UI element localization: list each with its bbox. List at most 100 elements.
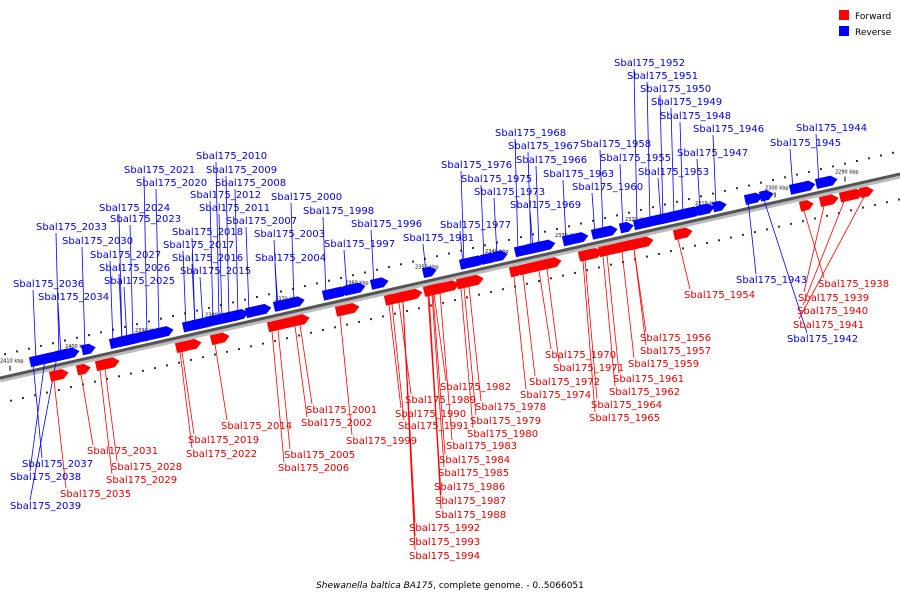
label-leader	[493, 197, 498, 258]
gene-label-reverse: Sbal175_2000	[271, 192, 342, 203]
track-dot	[748, 184, 750, 187]
track-dot	[886, 201, 888, 204]
gene-label-reverse: Sbal175_1947	[677, 148, 748, 159]
gene-label-reverse: Sbal175_1966	[516, 155, 587, 166]
track-dot	[370, 318, 372, 321]
gene-label-forward: Sbal175_1962	[609, 387, 680, 398]
tick-label: 2410 kbp	[0, 359, 24, 365]
gene-label-reverse: Sbal175_1946	[693, 124, 764, 135]
gene-label-forward: Sbal175_1984	[439, 455, 510, 466]
track-dot	[604, 217, 606, 220]
track-dot	[718, 239, 720, 242]
tick-label: 2400 kbp	[65, 344, 89, 350]
track-dot	[778, 225, 780, 228]
track-dot	[826, 214, 828, 217]
track-dot	[64, 339, 66, 342]
gene-label-reverse: Sbal175_1952	[614, 58, 685, 69]
track-dot	[772, 179, 774, 181]
track-dot	[520, 236, 522, 239]
label-leader	[391, 304, 405, 421]
label-leader	[370, 229, 375, 285]
caption-rest: , complete genome. - 0..5066051	[433, 581, 584, 591]
track-dot	[22, 397, 24, 399]
track-dot	[496, 241, 498, 244]
gene-arrow-forward	[672, 227, 693, 241]
label-leader	[562, 179, 567, 242]
gene-label-reverse: Sbal175_1949	[651, 97, 722, 108]
label-leader	[480, 184, 485, 261]
gene-label-reverse: Sbal175_2003	[254, 229, 325, 240]
track-dot	[502, 288, 504, 291]
gene-arrow-forward	[75, 363, 91, 376]
track-dot	[490, 290, 492, 293]
label-leader	[815, 133, 820, 185]
label-leader	[646, 81, 651, 223]
gene-arrow-forward	[397, 289, 418, 303]
track-dot	[508, 238, 510, 241]
track-dot	[388, 266, 390, 269]
track-dot	[268, 293, 270, 296]
track-dot	[736, 187, 738, 190]
gene-shape	[28, 355, 44, 368]
gene-label-forward: Sbal175_2014	[221, 421, 292, 432]
label-leader	[657, 177, 662, 220]
gene-label-forward: Sbal175_1986	[434, 482, 505, 493]
gene-arrow-forward	[94, 357, 120, 372]
gene-shape	[814, 175, 838, 189]
track-dot	[898, 198, 900, 201]
label-leader	[460, 288, 474, 429]
track-dot	[382, 315, 384, 318]
gene-shape	[108, 334, 136, 349]
track-dot	[856, 160, 858, 162]
track-dot	[730, 236, 732, 239]
gene-arrow-forward	[838, 188, 864, 203]
gene-label-forward: Sbal175_1979	[470, 416, 541, 427]
gene-shape	[52, 348, 76, 362]
gene-shape	[711, 200, 727, 213]
gene-shape	[838, 188, 864, 203]
gene-arrow-forward	[858, 186, 874, 198]
label-leader	[762, 196, 808, 334]
track-dot	[430, 304, 432, 307]
gene-label-reverse: Sbal175_1944	[796, 123, 867, 134]
gene-shape	[597, 245, 613, 258]
track-dot	[148, 320, 150, 323]
label-leader	[431, 294, 445, 468]
track-dot	[442, 301, 444, 304]
gene-arrow-forward	[334, 302, 360, 317]
label-leader	[696, 158, 701, 212]
gene-shape	[695, 203, 715, 216]
label-leader	[513, 276, 527, 390]
label-leader	[789, 148, 794, 190]
track-dot	[10, 399, 12, 402]
track-dot	[250, 345, 252, 348]
gene-shape	[492, 250, 508, 262]
track-dot	[136, 323, 138, 326]
gene-label-forward: Sbal175_1990	[395, 409, 466, 420]
track-dot	[310, 331, 312, 334]
gene-shape	[528, 239, 556, 254]
label-leader	[53, 380, 67, 489]
label-leader	[803, 206, 825, 293]
track-dot	[478, 293, 480, 296]
label-leader	[129, 224, 134, 340]
gene-label-reverse: Sbal175_1942	[787, 334, 858, 345]
track-dot	[448, 252, 450, 255]
gene-label-reverse: Sbal175_1958	[580, 139, 651, 150]
gene-label-reverse: Sbal175_1953	[638, 167, 709, 178]
track-dot	[688, 198, 690, 201]
gene-shape	[758, 190, 774, 202]
gene-arrow-reverse	[814, 175, 838, 189]
gene-label-reverse: Sbal175_2020	[136, 178, 207, 189]
track-dot	[376, 268, 378, 271]
label-leader	[182, 250, 187, 328]
track-dot	[640, 208, 642, 211]
gene-arrow-reverse	[458, 255, 486, 270]
gene-shape	[561, 232, 589, 247]
track-dot	[220, 304, 222, 307]
gene-label-reverse: Sbal175_1977	[440, 220, 511, 231]
gene-shape	[397, 289, 418, 303]
gene-shape	[342, 282, 366, 296]
label-leader	[118, 213, 123, 343]
track-dot	[340, 276, 342, 279]
